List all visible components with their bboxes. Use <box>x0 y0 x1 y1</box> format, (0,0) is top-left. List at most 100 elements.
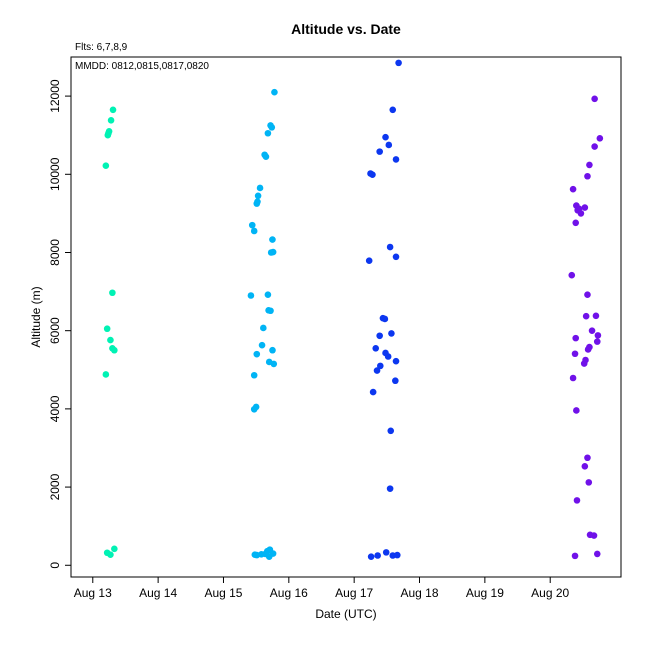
data-point <box>572 219 580 227</box>
data-point <box>264 291 272 299</box>
data-point <box>392 156 400 163</box>
data-point <box>260 324 267 332</box>
data-point <box>582 312 590 320</box>
data-point <box>581 204 589 211</box>
data-point <box>253 200 261 207</box>
data-point <box>581 463 589 470</box>
data-point <box>270 360 278 368</box>
x-tick-label: Aug 18 <box>400 586 438 600</box>
data-point <box>105 127 113 135</box>
x-tick-label: Aug 14 <box>139 586 177 600</box>
data-point <box>267 307 274 315</box>
data-point <box>377 362 384 370</box>
data-point <box>382 133 389 141</box>
data-point <box>269 236 276 243</box>
series-1 <box>102 106 118 559</box>
data-point <box>596 135 604 142</box>
data-point <box>580 360 588 367</box>
data-point <box>369 388 377 396</box>
data-points <box>102 59 604 560</box>
data-point <box>247 292 255 299</box>
x-tick-label: Aug 16 <box>270 586 308 600</box>
data-point <box>107 551 114 559</box>
data-point <box>584 346 592 353</box>
data-point <box>571 552 579 560</box>
data-point <box>107 117 115 124</box>
data-point <box>591 143 598 150</box>
data-point <box>592 312 600 320</box>
plot-frame <box>70 56 622 578</box>
data-point <box>264 129 272 137</box>
data-point <box>253 350 261 358</box>
data-point <box>367 553 375 560</box>
y-tick-label: 2000 <box>48 473 62 500</box>
data-point <box>376 332 383 340</box>
data-point <box>593 550 601 558</box>
data-point <box>376 148 383 155</box>
data-point <box>102 371 110 378</box>
data-point <box>572 334 580 342</box>
data-point <box>393 551 401 559</box>
x-tick-label: Aug 19 <box>466 586 504 600</box>
data-point <box>109 289 116 297</box>
data-point <box>585 479 593 486</box>
chart-title: Altitude vs. Date <box>291 21 401 37</box>
y-tick-label: 6000 <box>48 317 62 344</box>
y-tick-label: 10000 <box>48 157 62 191</box>
data-point <box>103 325 111 333</box>
data-point <box>591 95 598 103</box>
data-point <box>107 336 114 344</box>
data-point <box>250 371 258 379</box>
data-point <box>590 532 598 539</box>
data-point <box>386 243 394 251</box>
data-point <box>365 257 373 264</box>
y-axis-label: Altitude (m) <box>29 286 43 347</box>
data-point <box>109 106 117 114</box>
data-point <box>586 161 593 169</box>
data-point <box>392 357 400 365</box>
data-point <box>588 327 596 334</box>
y-tick-label: 8000 <box>48 239 62 266</box>
data-point <box>262 153 270 160</box>
data-point <box>268 124 276 131</box>
data-point <box>256 184 264 192</box>
data-point <box>382 549 390 556</box>
data-point <box>584 291 591 299</box>
data-point <box>258 341 266 349</box>
flights-note: Flts: 6,7,8,9 <box>75 42 128 53</box>
data-point <box>385 141 393 149</box>
data-point <box>111 346 118 354</box>
data-point <box>392 253 400 261</box>
data-point <box>381 315 389 323</box>
mmdd-note: MMDD: 0812,0815,0817,0820 <box>75 61 209 72</box>
data-point <box>584 172 591 180</box>
data-point <box>373 367 381 374</box>
data-point <box>369 171 376 178</box>
data-point <box>387 427 395 435</box>
series-3 <box>365 59 402 560</box>
y-tick-label: 12000 <box>48 79 62 113</box>
x-axis-label: Date (UTC) <box>315 607 376 621</box>
data-point <box>265 553 273 560</box>
data-point <box>584 454 591 462</box>
y-tick-label: 0 <box>48 562 62 569</box>
data-point <box>573 407 580 414</box>
series-4 <box>568 95 604 560</box>
data-point <box>384 353 392 360</box>
data-point <box>386 485 394 492</box>
data-point <box>568 271 576 279</box>
series-2 <box>247 88 278 560</box>
x-tick-label: Aug 17 <box>335 586 373 600</box>
x-tick-label: Aug 20 <box>531 586 569 600</box>
data-point <box>254 192 262 200</box>
data-point <box>250 405 258 413</box>
data-point <box>395 59 402 67</box>
data-point <box>102 162 110 169</box>
data-point <box>271 88 278 96</box>
data-point <box>111 545 118 553</box>
data-point <box>571 350 579 358</box>
x-tick-label: Aug 13 <box>74 586 112 600</box>
y-axis: 0 2000 4000 6000 8000 10000 12000 <box>48 79 72 569</box>
data-point <box>389 106 397 114</box>
